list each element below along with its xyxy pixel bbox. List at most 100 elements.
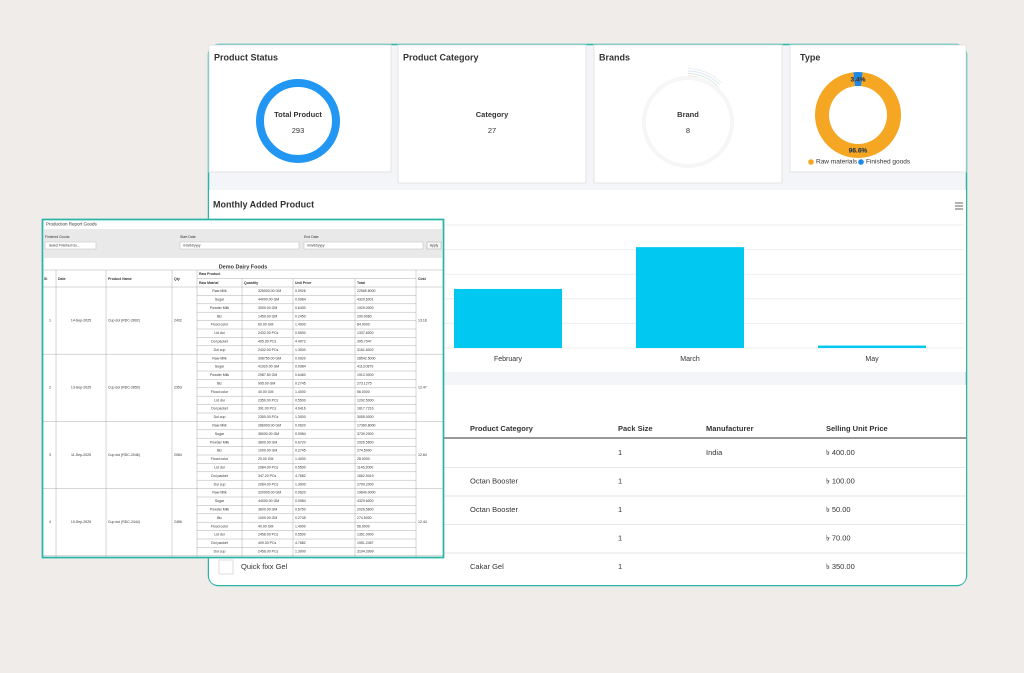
report-cell: 4329.6000 — [357, 499, 374, 503]
report-cell: Cup doi (RDC-2850) — [108, 386, 140, 390]
report-cell: 1.4000 — [295, 457, 306, 461]
report-cell: Sugar — [215, 365, 225, 369]
report-cell: 2084 — [174, 453, 182, 457]
report-cell: 0.6720 — [295, 440, 306, 444]
report-cell: Powder Milk — [210, 440, 229, 444]
report-cell: 14-Sep-2025 — [71, 319, 91, 323]
filter-label: End Date — [304, 235, 319, 239]
card-title: Product Status — [214, 52, 278, 62]
table-cell: 1 — [618, 562, 622, 571]
report-cell: 0.5500 — [295, 466, 306, 470]
finished-select[interactable] — [44, 241, 97, 250]
report-cell: 13.18 — [418, 319, 427, 323]
report-cell: 2350.00 PCs — [258, 398, 278, 402]
report-cell: 1929.0000 — [357, 306, 374, 310]
report-cell: 1662.9419 — [357, 474, 374, 478]
report-cell: 0.2450 — [295, 314, 306, 318]
report-cell: 286000.00 GM — [258, 424, 281, 428]
card-value: 8 — [686, 126, 690, 135]
report-cell: 3000.00 GM — [258, 306, 277, 310]
table-cell: 1 — [618, 533, 622, 542]
report-cell: 1146.2000 — [357, 466, 373, 470]
report-cell: 2432.00 PCs — [258, 331, 278, 335]
report-cell: 1000.00 GM — [258, 449, 277, 453]
report-cell: Biz — [217, 449, 222, 453]
report-cell: 290.0060 — [357, 314, 372, 318]
donut-segment — [815, 72, 901, 158]
report-cell: 40.00 GM — [258, 524, 273, 528]
button-label: Apply — [430, 243, 439, 247]
card-label: Total Product — [274, 110, 322, 119]
report-cell: 44000.00 GM — [258, 499, 279, 503]
x-tick-label: February — [494, 356, 523, 363]
filter-label: Start Date — [180, 235, 196, 239]
start-date-input[interactable] — [179, 241, 300, 250]
product-name: Quick fixx Gel — [241, 562, 288, 571]
report-cell: 2456.00 PCs — [258, 550, 278, 554]
report-cell: Doi packet — [211, 407, 228, 411]
report-cell: 0.2745 — [295, 449, 306, 453]
report-cell: Raw Milk — [212, 491, 226, 495]
table-cell: India — [706, 448, 723, 457]
legend-swatch — [808, 159, 814, 165]
table-cell: 1 — [618, 448, 622, 457]
report-cell: Biz — [217, 382, 222, 386]
report-cell: 38000.00 GM — [258, 432, 279, 436]
x-tick-label: March — [680, 356, 700, 363]
report-cell: Cup doi (RDC-2802) — [108, 319, 140, 323]
report-cell: Doi cup — [214, 415, 226, 419]
report-cell: 274.5000 — [357, 516, 372, 520]
table-cell: 1 — [618, 476, 622, 485]
apply-button[interactable] — [426, 241, 442, 250]
report-cell: 3739.2000 — [357, 432, 374, 436]
card — [208, 44, 392, 173]
card-label: Category — [476, 110, 509, 119]
report-cell: 2926.5600 — [357, 440, 374, 444]
report-cell: 40.00 GM — [258, 390, 273, 394]
table-header: Manufacturer — [706, 424, 754, 433]
report-cell: 0.5500 — [295, 331, 306, 335]
report-cell: 325000.00 GM — [258, 289, 281, 293]
report-cell: 0.5500 — [295, 398, 306, 402]
table-cell: ৳ 100.00 — [826, 476, 855, 485]
report-cell: Flood color — [211, 457, 229, 461]
chart-title: Monthly Added Product — [213, 199, 314, 209]
report-cell: 0.6430 — [295, 306, 306, 310]
report-cell: 1.3000 — [295, 550, 306, 554]
x-tick-label: May — [865, 356, 879, 363]
report-cell: 1.4000 — [295, 390, 306, 394]
report-cell: 320000.00 GM — [258, 491, 281, 495]
report-cell: 409.30 PCs — [258, 541, 277, 545]
report-cell: Raw Milk — [212, 356, 226, 360]
donut-label: 96.6% — [849, 148, 868, 155]
report-cell: 1817.7216 — [357, 407, 374, 411]
report-cell: 0.0984 — [295, 365, 306, 369]
end-date-input[interactable] — [303, 241, 424, 250]
report-cell: 19840.0000 — [357, 491, 376, 495]
report-cell: 347.20 PCs — [258, 474, 277, 478]
report-cell: 1 — [49, 319, 51, 323]
table-header: Pack Size — [618, 424, 653, 433]
report-cell: 4.6416 — [295, 407, 306, 411]
report-cell: 0.0984 — [295, 298, 306, 302]
report-cell: 2026.5600 — [357, 508, 374, 512]
report-cell: 2432 — [174, 319, 182, 323]
card — [593, 44, 783, 184]
card-label: Brand — [677, 110, 699, 119]
report-cell: Flood color — [211, 524, 229, 528]
report-cell: 12.44 — [418, 520, 427, 524]
report-cell: Powder Milk — [210, 306, 229, 310]
report-header: Product Name — [108, 277, 132, 281]
report-cell: 3600.00 GM — [258, 508, 277, 512]
report-cell: 56.0000 — [357, 390, 370, 394]
report-cell: 17360.8000 — [357, 424, 376, 428]
report-cell: 0.0920 — [295, 356, 306, 360]
report-header: Qty — [174, 277, 180, 281]
report-cell: 3161.6002 — [357, 348, 374, 352]
report-subheader: Quantity — [244, 281, 258, 285]
brand-arc — [687, 73, 719, 87]
report-cell: 2432.00 PCs — [258, 348, 278, 352]
card-title: Product Category — [403, 52, 479, 62]
report-cell: 273.1275 — [357, 382, 372, 386]
report-cell: 11-Sep-2025 — [71, 453, 91, 457]
